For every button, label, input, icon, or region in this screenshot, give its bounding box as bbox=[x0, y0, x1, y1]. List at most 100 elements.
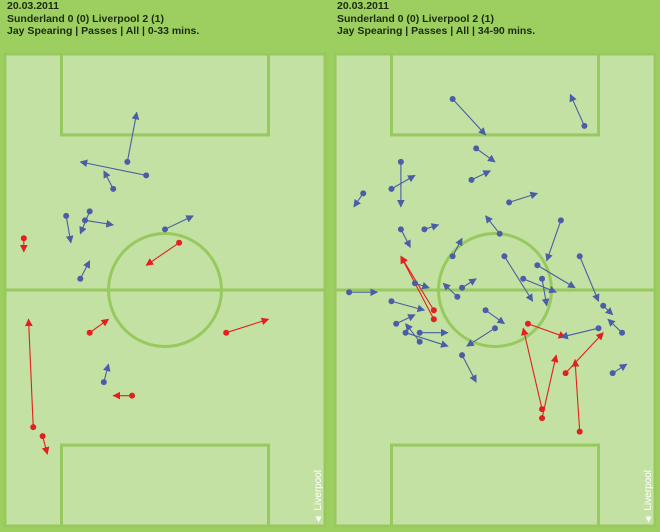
pass-origin-complete bbox=[492, 325, 498, 332]
pass-origin-complete bbox=[124, 158, 131, 165]
pass-arrow-complete bbox=[84, 219, 114, 228]
match-score: Sunderland 0 (0) Liverpool 2 (1) bbox=[7, 12, 164, 25]
pass-origin-failed bbox=[223, 329, 230, 336]
pass-arrow-complete bbox=[503, 255, 534, 302]
pass-arrow-complete bbox=[126, 111, 140, 162]
pass-origin-complete bbox=[473, 145, 480, 152]
pass-origin-failed bbox=[539, 415, 546, 422]
pass-origin-complete bbox=[459, 284, 466, 291]
pass-origin-failed bbox=[430, 307, 437, 314]
pitch-diagram-34-90 bbox=[333, 52, 657, 528]
pass-origin-failed bbox=[30, 424, 37, 431]
penalty-box-bottom bbox=[389, 443, 601, 528]
pass-arrow-complete bbox=[569, 93, 585, 127]
pass-origin-complete bbox=[77, 275, 84, 282]
pass-arrow-complete bbox=[461, 354, 477, 383]
pass-origin-complete bbox=[459, 352, 466, 359]
pitch-diagram-0-33 bbox=[3, 52, 327, 528]
pass-arrow-complete bbox=[103, 170, 114, 190]
pass-origin-complete bbox=[388, 298, 395, 305]
pass-origin-complete bbox=[619, 329, 626, 336]
penalty-box-top bbox=[389, 52, 601, 137]
pass-origin-complete bbox=[454, 293, 461, 300]
pass-origin-failed bbox=[20, 235, 27, 242]
pass-arrow-complete bbox=[405, 332, 449, 348]
pass-origin-complete bbox=[468, 176, 475, 183]
pass-arrow-failed bbox=[571, 358, 581, 432]
pass-arrow-failed bbox=[400, 255, 435, 320]
pass-origin-failed bbox=[176, 239, 183, 246]
pass-origin-complete bbox=[346, 289, 353, 296]
pass-origin-complete bbox=[609, 370, 616, 377]
pass-arrow-failed bbox=[527, 323, 567, 339]
pass-origin-complete bbox=[595, 325, 602, 332]
pass-arrow-complete bbox=[452, 237, 463, 257]
pass-origin-complete bbox=[416, 338, 423, 345]
pass-arrow-failed bbox=[89, 318, 110, 334]
pass-arrow-failed bbox=[541, 354, 559, 419]
pass-origin-complete bbox=[581, 122, 588, 129]
panel-header: 20.03.2011 Sunderland 0 (0) Liverpool 2 … bbox=[7, 0, 199, 38]
pass-origin-complete bbox=[576, 253, 583, 260]
pass-arrow-complete bbox=[475, 147, 496, 163]
pass-arrow-complete bbox=[400, 229, 411, 248]
pass-origin-failed bbox=[129, 392, 136, 399]
pass-arrow-complete bbox=[452, 98, 487, 136]
pass-arrow-complete bbox=[560, 327, 599, 340]
pass-origin-complete bbox=[506, 199, 513, 206]
pass-origin-complete bbox=[496, 230, 503, 237]
penalty-box-bottom bbox=[59, 443, 271, 528]
panel-header: 20.03.2011 Sunderland 0 (0) Liverpool 2 … bbox=[337, 0, 535, 38]
right-panel: 20.03.2011 Sunderland 0 (0) Liverpool 2 … bbox=[330, 0, 660, 532]
pass-origin-complete bbox=[501, 253, 508, 260]
pass-arrow-failed bbox=[24, 318, 34, 428]
pass-arrow-failed bbox=[226, 317, 270, 334]
pass-origin-complete bbox=[360, 190, 367, 197]
pass-arrow-complete bbox=[164, 215, 194, 230]
pass-arrow-complete bbox=[466, 327, 496, 347]
pass-arrow-complete bbox=[579, 256, 600, 302]
pass-origin-failed bbox=[524, 320, 531, 327]
pass-arrow-complete bbox=[65, 215, 74, 244]
left-panel: 20.03.2011 Sunderland 0 (0) Liverpool 2 … bbox=[0, 0, 330, 532]
match-date: 20.03.2011 bbox=[7, 0, 59, 12]
match-date: 20.03.2011 bbox=[337, 0, 389, 12]
pass-origin-complete bbox=[421, 226, 428, 233]
pass-arrow-failed bbox=[145, 242, 180, 266]
pass-arrow-complete bbox=[79, 260, 91, 280]
pass-origin-complete bbox=[416, 329, 423, 336]
pass-origin-complete bbox=[402, 329, 409, 336]
pass-arrow-complete bbox=[471, 170, 491, 181]
pass-arrow-complete bbox=[537, 264, 576, 289]
pass-arrow-failed bbox=[521, 327, 543, 410]
penalty-box-top bbox=[59, 52, 271, 137]
pass-origin-complete bbox=[388, 185, 395, 192]
pass-origin-complete bbox=[100, 379, 107, 386]
match-score: Sunderland 0 (0) Liverpool 2 (1) bbox=[337, 12, 494, 25]
pass-origin-complete bbox=[162, 226, 168, 233]
pass-origin-complete bbox=[449, 253, 456, 260]
pass-origin-complete bbox=[82, 217, 88, 224]
pass-origin-failed bbox=[576, 428, 583, 435]
pass-origin-complete bbox=[520, 275, 527, 282]
pass-origin-complete bbox=[534, 262, 541, 269]
pass-arrow-complete bbox=[405, 323, 421, 343]
pass-arrow-complete bbox=[545, 220, 562, 262]
pass-arrow-complete bbox=[442, 282, 458, 298]
pass-origin-complete bbox=[143, 172, 150, 179]
pass-origin-complete bbox=[482, 307, 489, 314]
pass-arrow-complete bbox=[485, 309, 506, 325]
pass-origin-complete bbox=[539, 275, 546, 282]
pass-arrow-complete bbox=[508, 191, 539, 203]
pass-origin-complete bbox=[397, 226, 404, 233]
pass-arrow-complete bbox=[395, 314, 416, 325]
pass-arrow-failed bbox=[41, 435, 50, 455]
pass-origin-complete bbox=[600, 302, 607, 309]
pass-origin-failed bbox=[430, 316, 437, 323]
pass-arrow-complete bbox=[523, 278, 557, 294]
pass-arrow-complete bbox=[103, 363, 111, 383]
pass-origin-failed bbox=[86, 329, 93, 336]
pass-origin-complete bbox=[63, 212, 70, 219]
pass-origin-complete bbox=[449, 95, 456, 102]
pass-arrow-complete bbox=[79, 159, 147, 176]
